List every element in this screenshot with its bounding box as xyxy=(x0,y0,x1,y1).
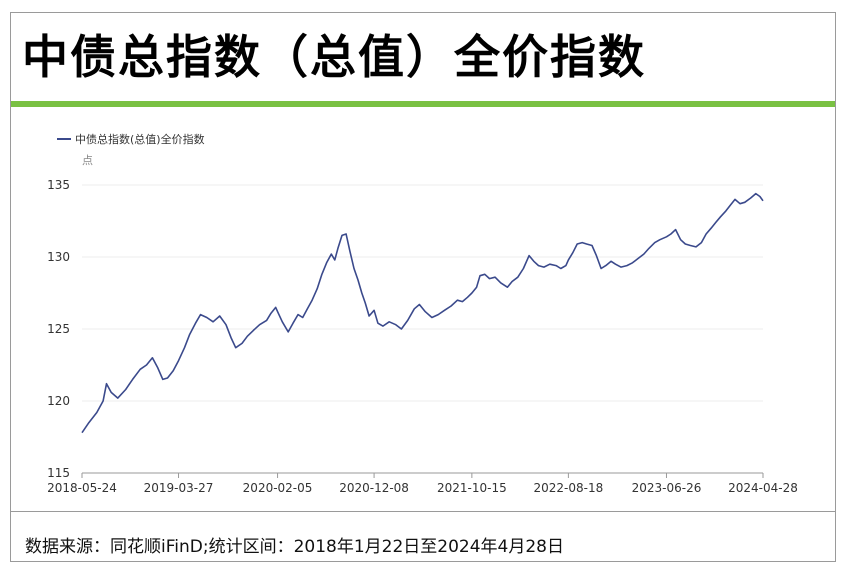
grid-lines xyxy=(82,184,763,402)
title-accent-bar xyxy=(11,101,835,107)
y-tick-label: 115 xyxy=(47,466,70,480)
x-tick-label: 2023-06-26 xyxy=(632,481,702,495)
y-tick-label: 120 xyxy=(47,394,70,408)
x-tick-label: 2019-03-27 xyxy=(144,481,214,495)
series-layer xyxy=(81,192,764,434)
x-tick-label: 2022-08-18 xyxy=(534,481,604,495)
x-tick-label: 2018-05-24 xyxy=(47,481,117,495)
y-tick-label: 125 xyxy=(47,322,70,336)
x-tick-label: 2020-12-08 xyxy=(339,481,409,495)
line-chart: 115 120 125 130 135 2018-05-24 2019-03-27 2020-… xyxy=(47,132,798,495)
legend-label: 中债总指数(总值)全价指数 xyxy=(75,132,205,146)
y-tick-label: 130 xyxy=(47,250,70,264)
x-tick-label: 2021-10-15 xyxy=(437,481,507,495)
y-tick-label: 135 xyxy=(47,178,70,192)
series-line xyxy=(81,192,764,434)
y-unit-label: 点 xyxy=(82,154,93,167)
x-tick-label: 2020-02-05 xyxy=(243,481,313,495)
x-tick-label: 2024-04-28 xyxy=(728,481,798,495)
source-divider xyxy=(11,511,835,512)
axes: 115 120 125 130 135 2018-05-24 2019-03-27 2020-… xyxy=(47,178,798,495)
data-source-note: 数据来源：同花顺iFinD;统计区间：2018年1月22日至2024年4月28日 xyxy=(25,537,565,557)
page-title: 中债总指数（总值）全价指数 xyxy=(22,30,646,84)
